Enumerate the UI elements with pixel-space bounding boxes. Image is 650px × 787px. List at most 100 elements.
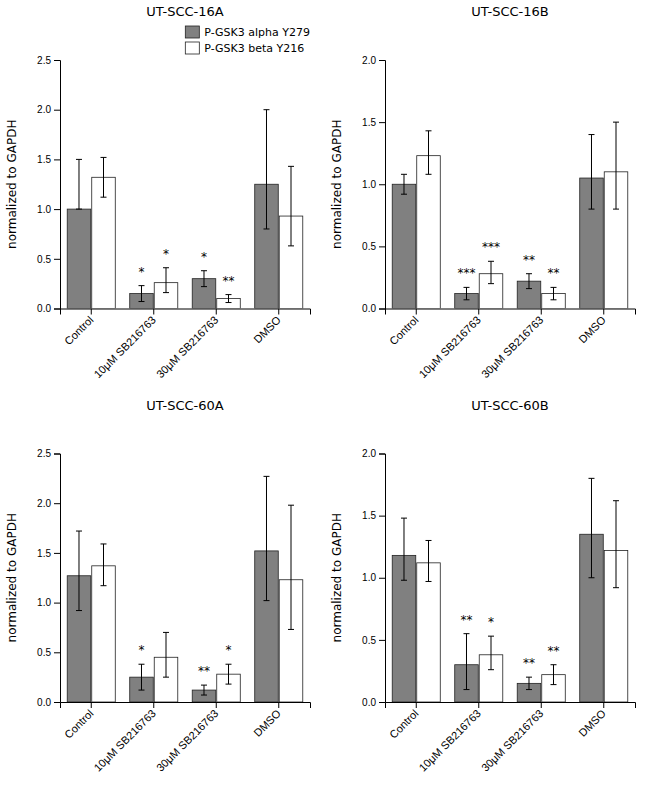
y-tick: 2.5 — [37, 55, 60, 66]
x-tick: 30μM SB216763 — [154, 702, 221, 774]
x-tick-label: 30μM SB216763 — [479, 314, 546, 381]
y-tick: 1.5 — [37, 548, 60, 559]
y-tick-mark — [54, 603, 60, 604]
x-tick: 30μM SB216763 — [479, 702, 546, 774]
y-tick: 2.5 — [37, 448, 60, 459]
title: UT-SCC-60A — [146, 398, 224, 413]
x-tick-mark — [216, 309, 217, 315]
title: UT-SCC-16A — [146, 4, 224, 19]
y-tick-mark — [379, 516, 385, 517]
significance-label: *** — [457, 266, 475, 280]
figure: 0.00.51.01.52.02.5Control10μM SB21676330… — [0, 0, 650, 787]
x-tick-label: DMSO — [576, 313, 608, 345]
significance-label: ** — [460, 613, 472, 627]
y-tick-label: 1.0 — [362, 572, 376, 583]
x-tick-label: 10μM SB216763 — [416, 707, 483, 774]
y-tick-mark — [54, 110, 60, 111]
y-tick-mark — [54, 309, 60, 310]
subplot: 0.00.51.01.52.0Control10μM SB21676330μM … — [330, 4, 636, 380]
y-tick: 0.5 — [37, 647, 60, 658]
significance-label: * — [163, 247, 169, 261]
title: UT-SCC-16B — [471, 4, 549, 19]
plot-marks — [392, 478, 628, 702]
y-tick-label: 0.5 — [37, 254, 51, 265]
y-tick: 0.0 — [362, 697, 385, 708]
error-bar — [488, 261, 494, 283]
y-tick-mark — [379, 454, 385, 455]
error-bar — [613, 122, 619, 209]
x-tick-mark — [278, 309, 279, 315]
legend: P-GSK3 alpha Y279 P-GSK3 beta Y216 — [185, 26, 310, 55]
error-bar — [426, 131, 432, 174]
significance-label: ** — [523, 656, 535, 670]
x-tick: Control — [387, 309, 421, 348]
y-axis: 0.00.51.01.52.0 — [362, 448, 385, 708]
x-tick-mark — [541, 309, 542, 315]
x-tick-label: Control — [62, 314, 96, 348]
y-tick: 0.0 — [362, 303, 385, 314]
x-tick: Control — [62, 702, 96, 741]
error-bar — [588, 135, 594, 210]
y-tick-mark — [54, 503, 60, 504]
plot-marks — [392, 122, 628, 308]
y-axis: 0.00.51.01.52.0 — [362, 55, 385, 315]
y-tick-label: 0.0 — [362, 303, 376, 314]
x-axis-line — [61, 703, 311, 709]
x-tick: 10μM SB216763 — [416, 702, 483, 774]
x-tick-mark — [603, 309, 604, 315]
y-tick: 1.5 — [362, 117, 385, 128]
y-axis: 0.00.51.01.52.02.5 — [37, 55, 60, 315]
y-axis-line — [379, 61, 386, 310]
bar — [417, 563, 441, 702]
y-tick-mark — [379, 702, 385, 703]
y-tick: 2.0 — [37, 498, 60, 509]
error-bar — [588, 478, 594, 577]
y-tick: 0.5 — [362, 241, 385, 252]
y-tick-label: 1.5 — [37, 154, 51, 165]
y-tick-label: 2.5 — [37, 448, 51, 459]
y-axis-title: normalized to GAPDH — [5, 120, 19, 249]
error-bar — [226, 295, 232, 303]
y-tick: 0.0 — [37, 697, 60, 708]
title: UT-SCC-60B — [471, 398, 549, 413]
annotations: ********** — [457, 240, 559, 280]
legend-item: P-GSK3 beta Y216 — [185, 42, 304, 55]
legend-swatch — [185, 26, 199, 38]
legend-label: P-GSK3 alpha Y279 — [204, 26, 310, 39]
subplot: 0.00.51.01.52.0Control10μM SB21676330μM … — [330, 398, 636, 774]
y-tick-label: 0.5 — [362, 635, 376, 646]
series — [417, 501, 628, 702]
x-tick: 30μM SB216763 — [154, 309, 221, 381]
x-tick-label: 30μM SB216763 — [479, 707, 546, 774]
x-tick-mark — [153, 309, 154, 315]
y-tick: 2.0 — [362, 448, 385, 459]
y-axis: 0.0 0.5 1.0 1.5 2.0 2.5 — [37, 448, 60, 708]
y-tick-label: 1.0 — [37, 597, 51, 608]
x-axis: Control10μM SB21676330μM SB216763DMSO — [386, 702, 636, 774]
x-tick-label: Control — [387, 707, 421, 741]
x-axis-line — [386, 703, 636, 709]
subplot: 0.0 0.5 1.0 1.5 2.0 2.5 Control10μM SB21676330… — [5, 398, 311, 774]
error-bar — [138, 664, 144, 690]
x-tick-mark — [478, 702, 479, 708]
bar — [67, 209, 91, 308]
x-tick-mark — [91, 309, 92, 315]
error-bar — [138, 286, 144, 302]
error-bar — [488, 636, 494, 670]
x-axis: Control10μM SB21676330μM SB216763DMSO — [386, 309, 636, 381]
bar — [417, 156, 441, 309]
y-tick: 0.5 — [37, 254, 60, 265]
y-axis-title: normalized to GAPDH — [5, 513, 19, 642]
error-bar — [226, 664, 232, 684]
significance-label: ** — [198, 664, 210, 678]
y-tick: 1.5 — [37, 154, 60, 165]
y-tick-mark — [54, 159, 60, 160]
x-axis: Control10μM SB21676330μM SB216763DMSO — [61, 702, 311, 774]
y-tick-label: 0.5 — [362, 241, 376, 252]
plot-marks — [67, 110, 303, 309]
y-tick-mark — [54, 454, 60, 455]
y-tick-label: 0.0 — [37, 697, 51, 708]
y-tick-mark — [54, 553, 60, 554]
error-bar — [76, 531, 82, 611]
x-tick-mark — [603, 702, 604, 708]
